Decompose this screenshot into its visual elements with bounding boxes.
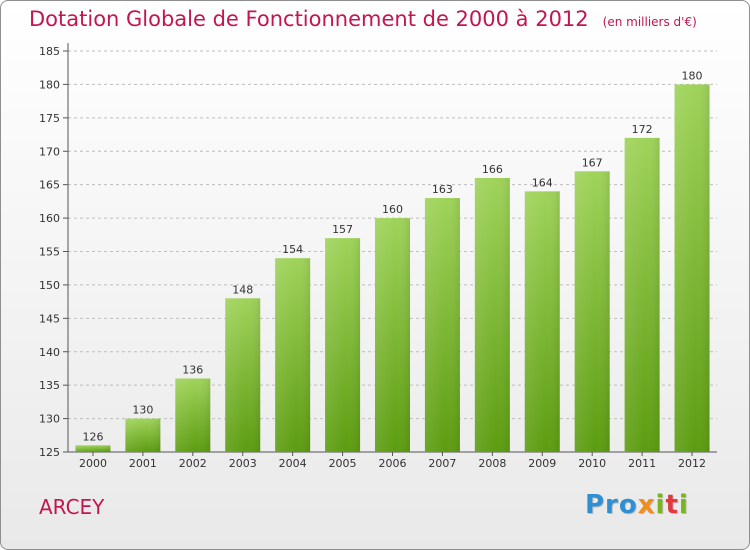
bar-shade-2009 [524, 191, 560, 452]
data-label: 172 [632, 123, 653, 136]
proxiti-logo: Proxiti [585, 490, 689, 520]
x-tick-label: 2001 [129, 457, 157, 470]
x-tick-label: 2009 [528, 457, 556, 470]
bar-shade-2001 [125, 418, 161, 452]
x-tick-label: 2011 [628, 457, 656, 470]
logo-part-x: x [637, 490, 656, 520]
bar-shade-2011 [624, 137, 660, 452]
bar-shade-2010 [574, 171, 610, 453]
chart-title: Dotation Globale de Fonctionnement de 20… [29, 7, 697, 31]
y-tick-label: 145 [39, 312, 60, 325]
y-tick-label: 130 [39, 413, 60, 426]
x-tick-label: 2003 [229, 457, 257, 470]
x-tick-label: 2012 [678, 457, 706, 470]
bar-shade-2007 [424, 198, 460, 452]
y-tick-label: 170 [39, 145, 60, 158]
y-tick-label: 160 [39, 212, 60, 225]
data-label: 136 [182, 363, 203, 376]
x-tick-label: 2006 [379, 457, 407, 470]
x-tick-label: 2002 [179, 457, 207, 470]
data-label: 164 [532, 176, 553, 189]
data-label: 130 [132, 404, 153, 417]
data-label: 148 [232, 283, 253, 296]
bar-shade-2002 [175, 378, 211, 452]
y-tick-label: 180 [39, 78, 60, 91]
y-tick-label: 175 [39, 112, 60, 125]
data-label: 126 [82, 430, 103, 443]
bar-shade-2000 [75, 445, 111, 452]
data-label: 167 [582, 156, 603, 169]
y-tick-label: 125 [39, 446, 60, 459]
y-tick-label: 185 [39, 45, 60, 58]
data-label: 180 [682, 69, 703, 82]
x-tick-label: 2010 [578, 457, 606, 470]
data-label: 157 [332, 223, 353, 236]
bar-shade-2006 [375, 218, 410, 452]
y-tick-label: 140 [39, 346, 60, 359]
x-tick-label: 2004 [279, 457, 307, 470]
logo-part-t: t [665, 490, 679, 520]
y-tick-label: 155 [39, 246, 60, 259]
data-label: 160 [382, 203, 403, 216]
bar-shade-2003 [225, 298, 261, 452]
logo-part-i2: i [678, 490, 689, 520]
x-tick-label: 2007 [428, 457, 456, 470]
y-tick-label: 150 [39, 279, 60, 292]
bar-shade-2005 [325, 238, 361, 452]
y-tick-label: 135 [39, 379, 60, 392]
x-tick-label: 2008 [478, 457, 506, 470]
x-tick-label: 2000 [79, 457, 107, 470]
logo-part-i: i [655, 490, 666, 520]
x-tick-label: 2005 [329, 457, 357, 470]
bar-shade-2004 [275, 258, 311, 452]
data-label: 163 [432, 183, 453, 196]
y-tick-label: 165 [39, 179, 60, 192]
chart-subtitle: (en milliers d'€) [602, 15, 697, 29]
data-label: 166 [482, 163, 503, 176]
data-label: 154 [282, 243, 303, 256]
bar-shade-2012 [674, 84, 710, 453]
city-name: ARCEY [39, 495, 105, 519]
bar-shade-2008 [474, 177, 510, 452]
chart-title-text: Dotation Globale de Fonctionnement de 20… [29, 7, 589, 31]
logo-part-pro: Pro [585, 490, 638, 520]
